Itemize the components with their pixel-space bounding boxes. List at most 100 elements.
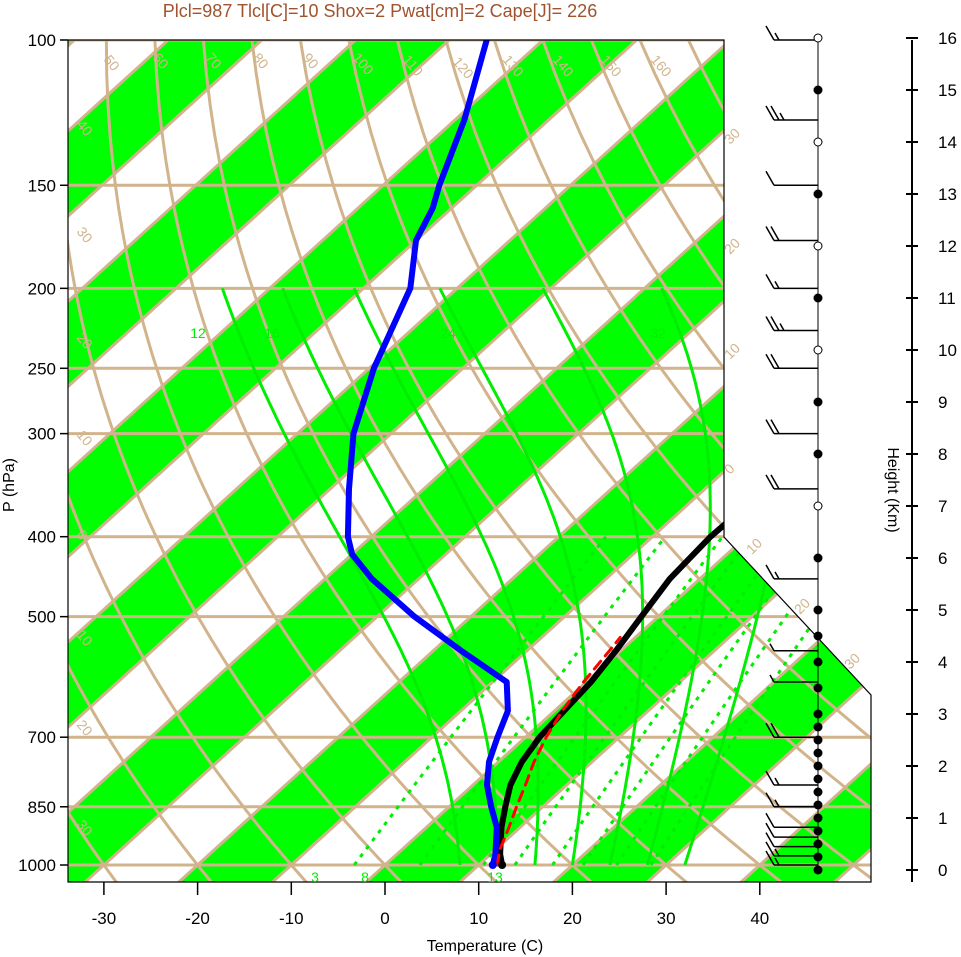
height-tick-label: 7 bbox=[938, 497, 947, 516]
isotherm-line bbox=[0, 2, 22, 899]
wind-barb-full bbox=[765, 564, 775, 580]
wind-barb-full bbox=[770, 419, 780, 434]
height-marker-dot bbox=[813, 748, 823, 758]
height-tick-label: 5 bbox=[938, 601, 947, 620]
wind-barb bbox=[765, 812, 818, 829]
temperature-band bbox=[347, 40, 871, 882]
moist-adiabat-label: 12 bbox=[190, 325, 206, 341]
isotherm-side-label: 10 bbox=[743, 535, 765, 557]
isotherm-line bbox=[68, 40, 399, 882]
temperature-band bbox=[534, 40, 871, 882]
wind-barb-half bbox=[774, 280, 780, 289]
pressure-tick-label: 200 bbox=[28, 279, 56, 298]
height-marker-dot bbox=[813, 33, 823, 43]
isotherm-side-label: 20 bbox=[791, 595, 813, 617]
height-tick-label: 16 bbox=[938, 29, 957, 48]
temperature-tick-label: 40 bbox=[750, 909, 769, 928]
pressure-tick-label: 500 bbox=[28, 608, 56, 627]
wind-barb bbox=[765, 770, 818, 786]
pressure-tick-label: 400 bbox=[28, 528, 56, 547]
dry-adiabat bbox=[482, 40, 871, 882]
isotherm-top-label: 120 bbox=[450, 54, 477, 82]
wind-barb bbox=[765, 832, 818, 848]
height-tick-label: 12 bbox=[938, 237, 957, 256]
wind-barb-full bbox=[770, 105, 780, 121]
height-tick-label: 3 bbox=[938, 705, 947, 724]
pressure-tick-label: 100 bbox=[28, 31, 56, 50]
wind-barb-full bbox=[770, 474, 780, 490]
temperature-tick-label: 20 bbox=[563, 909, 582, 928]
isotherm-line bbox=[627, 40, 871, 882]
height-tick-label: 9 bbox=[938, 393, 947, 412]
dry-adiabat bbox=[199, 40, 708, 882]
moist-adiabat-label: 16 bbox=[264, 325, 280, 341]
wind-barb bbox=[765, 850, 818, 866]
wind-barb-full bbox=[770, 353, 780, 369]
wind-barb-half bbox=[779, 323, 785, 331]
wind-barb-full bbox=[765, 353, 775, 369]
height-tick-label: 10 bbox=[938, 341, 957, 360]
height-marker-dot bbox=[813, 722, 823, 732]
height-marker-dot bbox=[813, 657, 823, 667]
mixing-ratio-label: 3 bbox=[311, 869, 319, 885]
wind-barb-full bbox=[765, 722, 775, 738]
height-marker-dot bbox=[813, 865, 823, 875]
height-marker-dot bbox=[813, 813, 823, 823]
mixing-ratio-line bbox=[649, 535, 871, 866]
wind-barb-half bbox=[774, 32, 780, 41]
dry-adiabat bbox=[68, 40, 323, 882]
wind-barb-full bbox=[765, 316, 775, 331]
temperature-tick-label: 0 bbox=[380, 909, 389, 928]
wind-barb-full bbox=[765, 273, 775, 289]
moist-adiabat bbox=[645, 287, 712, 866]
y2-axis-title: Height (Km) bbox=[884, 447, 901, 532]
moist-adiabat bbox=[438, 287, 588, 866]
height-marker-dot bbox=[813, 800, 823, 810]
wind-barb bbox=[765, 353, 818, 370]
isotherm-line bbox=[68, 40, 305, 882]
dry-adiabat bbox=[435, 40, 871, 882]
wind-barb-full bbox=[765, 792, 775, 808]
temperature-tick-label: -30 bbox=[92, 909, 117, 928]
mixing-ratio-line bbox=[353, 535, 607, 866]
wind-barb-half bbox=[779, 112, 785, 121]
height-tick-label: 4 bbox=[938, 653, 947, 672]
wind-barb-full bbox=[765, 170, 775, 186]
wind-barb bbox=[765, 419, 818, 435]
height-marker-dot bbox=[813, 787, 823, 797]
dry-adiabat bbox=[68, 40, 420, 882]
height-marker-dot bbox=[813, 605, 823, 615]
isotherm-line bbox=[68, 40, 680, 882]
wind-barb bbox=[765, 170, 818, 187]
parcel-profile-line bbox=[495, 636, 622, 867]
wind-barb-full bbox=[770, 722, 780, 738]
height-tick-label: 8 bbox=[938, 445, 947, 464]
wind-barb bbox=[765, 564, 818, 580]
wind-barb bbox=[765, 25, 818, 41]
mixing-ratio-line bbox=[551, 535, 786, 866]
wind-barb-full bbox=[765, 850, 775, 866]
wind-barb-half bbox=[774, 848, 780, 857]
mixing-ratio-label: 13 bbox=[487, 869, 503, 885]
height-tick-label: 14 bbox=[938, 133, 957, 152]
dry-adiabat bbox=[388, 40, 871, 882]
dry-adiabat bbox=[152, 40, 612, 882]
moist-adiabat bbox=[220, 287, 462, 866]
wind-barb-full bbox=[765, 419, 775, 434]
isotherm-line bbox=[68, 40, 492, 882]
temperature-band bbox=[68, 40, 491, 882]
wind-barb-column bbox=[765, 25, 823, 875]
height-marker-dot bbox=[813, 241, 823, 251]
dry-adiabat bbox=[246, 40, 805, 882]
mixing-ratio-label: 8 bbox=[361, 869, 369, 885]
temperature-surface-dot bbox=[498, 861, 507, 869]
dewpoint-profile-line bbox=[344, 40, 511, 868]
x-axis-title: Temperature (C) bbox=[427, 938, 543, 955]
dry-adiabat bbox=[0, 2, 33, 899]
moist-adiabat-label: 24 bbox=[440, 325, 456, 341]
height-marker-dot bbox=[813, 397, 823, 407]
wind-barb-full bbox=[765, 105, 775, 121]
moist-adiabat bbox=[541, 287, 645, 866]
temperature-tick-label: 30 bbox=[657, 909, 676, 928]
